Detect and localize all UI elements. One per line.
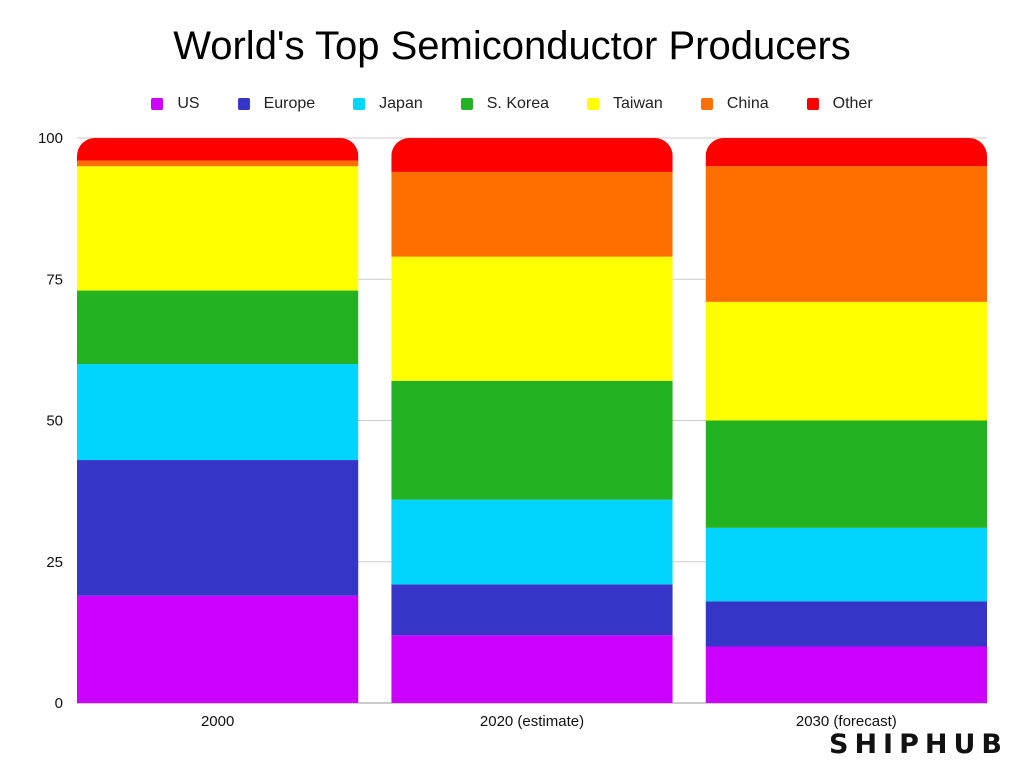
bar-segment-china xyxy=(77,160,359,167)
bar-segment-europe xyxy=(77,460,359,596)
y-tick-label: 0 xyxy=(55,695,63,712)
x-category-label: 2020 (estimate) xyxy=(480,713,584,730)
chart-legend: US Europe Japan S. Korea Taiwan China Other xyxy=(0,93,1024,115)
legend-label: Taiwan xyxy=(613,95,663,112)
legend-item-japan: Japan xyxy=(353,95,423,113)
x-category-label: 2030 (forecast) xyxy=(796,713,897,730)
bar-segment-taiwan xyxy=(77,166,359,291)
legend-swatch xyxy=(700,98,713,110)
bar-stack xyxy=(77,138,359,703)
bar-segment-us xyxy=(391,635,673,703)
bar-segment-china xyxy=(705,166,987,302)
legend-item-china: China xyxy=(700,95,769,113)
bar-segment-s-korea xyxy=(705,420,987,528)
bar-segment-japan xyxy=(705,527,987,602)
bar-segment-japan xyxy=(77,364,359,461)
bar-segment-s-korea xyxy=(391,380,673,500)
bar-segment-europe xyxy=(705,601,987,647)
legend-swatch xyxy=(237,98,250,110)
bar-segment-taiwan xyxy=(705,301,987,421)
legend-item-other: Other xyxy=(806,95,873,113)
legend-swatch xyxy=(460,98,473,110)
legend-item-s-korea: S. Korea xyxy=(460,95,550,113)
y-tick-label: 25 xyxy=(46,554,63,571)
bar-segment-other xyxy=(77,138,359,161)
bar-segment-other xyxy=(391,138,673,172)
legend-swatch xyxy=(151,98,164,110)
legend-label: Japan xyxy=(379,95,423,112)
x-category-label: 2000 xyxy=(201,713,234,730)
bar-segment-s-korea xyxy=(77,290,359,364)
legend-swatch xyxy=(353,98,366,110)
bar-segment-other xyxy=(705,138,987,167)
legend-label: US xyxy=(177,95,200,112)
bar-segment-us xyxy=(77,595,359,703)
bar-segment-japan xyxy=(391,499,673,585)
chart-title: World's Top Semiconductor Producers xyxy=(173,24,851,68)
bar-segment-taiwan xyxy=(391,256,673,381)
legend-swatch xyxy=(806,98,819,110)
legend-item-europe: Europe xyxy=(237,95,316,113)
legend-label: S. Korea xyxy=(486,95,550,112)
legend-label: Europe xyxy=(263,95,316,112)
bar-segment-us xyxy=(705,646,987,703)
shiphub-logo: SHIPHUB xyxy=(829,729,1008,760)
y-tick-label: 50 xyxy=(46,413,63,430)
legend-label: China xyxy=(726,95,769,112)
legend-label: Other xyxy=(832,95,873,112)
y-tick-label: 75 xyxy=(46,271,63,288)
bar-segment-china xyxy=(391,171,673,257)
legend-item-us: US xyxy=(151,95,200,113)
bar-stack xyxy=(391,138,673,703)
legend-swatch xyxy=(587,98,600,110)
y-tick-label: 100 xyxy=(38,130,63,147)
legend-item-taiwan: Taiwan xyxy=(587,95,663,113)
bar-stack xyxy=(705,138,987,703)
bar-segment-europe xyxy=(391,584,673,636)
